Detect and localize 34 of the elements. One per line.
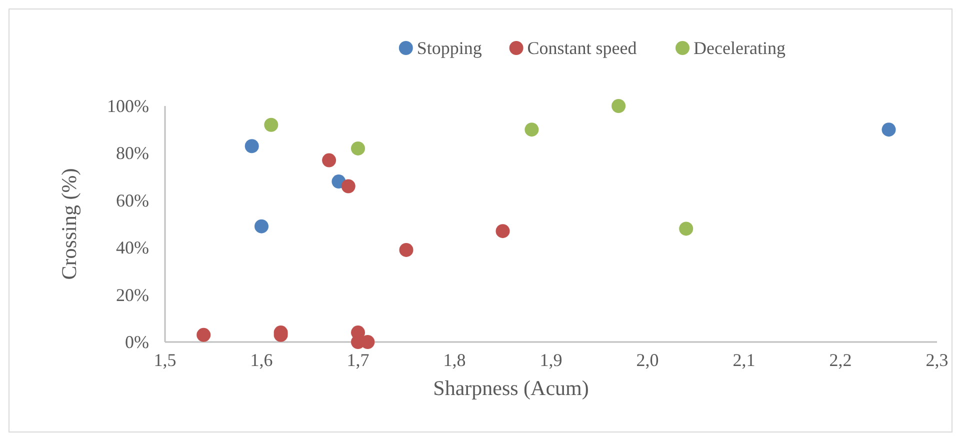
point xyxy=(322,153,336,168)
point xyxy=(524,122,539,137)
point xyxy=(254,219,268,234)
point xyxy=(360,335,375,349)
y-tick-label: 100% xyxy=(107,96,149,116)
y-tick-label: 80% xyxy=(116,143,149,164)
point xyxy=(244,139,259,154)
y-tick-label: 20% xyxy=(116,284,149,305)
y-tick-label: 0% xyxy=(125,332,149,352)
legend-label: Decelerating xyxy=(694,38,786,58)
point xyxy=(264,118,278,132)
point xyxy=(882,122,896,137)
point xyxy=(196,328,211,342)
point xyxy=(399,242,414,257)
y-tick-label: 60% xyxy=(116,190,149,210)
x-tick-label: 1,7 xyxy=(346,350,370,370)
legend-label: Stopping xyxy=(416,38,482,58)
x-tick-label: 1,8 xyxy=(443,350,466,370)
x-tick-label: 2,3 xyxy=(926,350,948,370)
x-tick-label: 2,2 xyxy=(829,350,852,370)
point xyxy=(351,141,365,156)
point xyxy=(496,224,510,238)
x-tick-label: 1,9 xyxy=(540,350,562,370)
x-tick-label: 1,6 xyxy=(250,350,273,370)
point xyxy=(341,179,356,194)
x-tick-label: 1,5 xyxy=(154,350,176,370)
point xyxy=(612,99,626,113)
x-tick-label: 2,1 xyxy=(732,350,756,370)
x-axis-title: Sharpness (Acum) xyxy=(433,376,589,400)
point xyxy=(679,222,694,236)
y-tick-label: 40% xyxy=(116,238,149,258)
y-axis-title: Crossing (%) xyxy=(57,168,81,280)
legend-label: Constant speed xyxy=(527,38,637,58)
x-tick-label: 2,0 xyxy=(636,350,659,370)
